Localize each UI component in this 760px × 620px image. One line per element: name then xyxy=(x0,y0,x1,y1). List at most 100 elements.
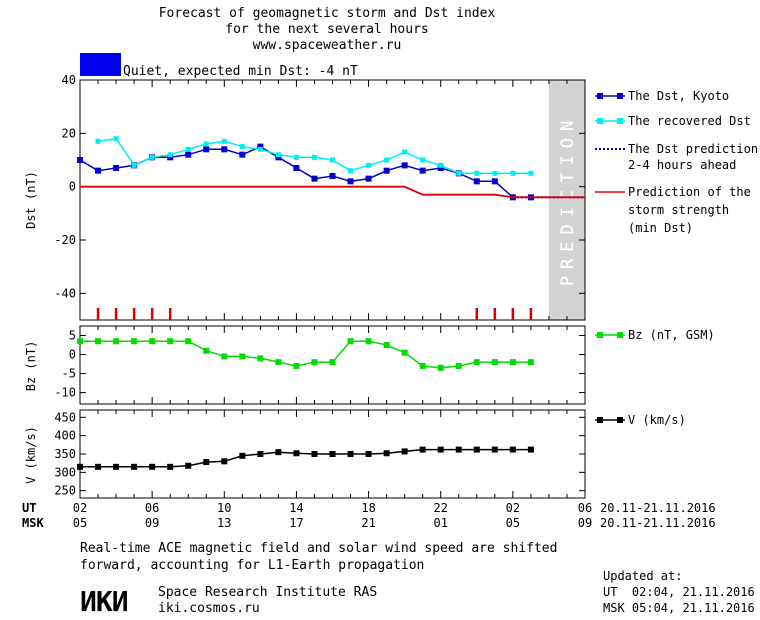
msk-tick-label: 21 xyxy=(361,516,375,530)
legend-dst-recovered-marker xyxy=(617,118,623,124)
ut-tick-label: 22 xyxy=(433,501,447,515)
ut-row-label: UT xyxy=(22,501,36,515)
y-tick-label: -40 xyxy=(54,286,76,300)
prediction-band xyxy=(548,80,585,320)
legend-label: V (km/s) xyxy=(628,413,686,427)
data-point xyxy=(293,450,300,457)
data-point xyxy=(221,458,228,465)
v-panel: V (km/s) 450 400 350 300 250 xyxy=(24,409,586,499)
legend-label: 2-4 hours ahead xyxy=(628,158,736,172)
data-point xyxy=(167,338,174,345)
data-point xyxy=(419,446,426,453)
data-point xyxy=(239,452,246,459)
data-point xyxy=(149,154,155,160)
title-line-2: for the next several hours xyxy=(225,22,429,37)
data-point xyxy=(185,462,192,469)
title-line-3: www.spaceweather.ru xyxy=(253,38,402,53)
data-point xyxy=(437,165,444,171)
legend-v-marker xyxy=(597,417,603,423)
data-point xyxy=(383,342,390,349)
data-point xyxy=(131,463,138,470)
y-tick-label: 400 xyxy=(54,429,76,443)
ut-tick-label: 10 xyxy=(217,501,231,515)
msk-date-range: 20.11-21.11.2016 xyxy=(600,516,716,530)
data-point xyxy=(491,178,498,185)
data-point xyxy=(203,141,209,147)
data-point xyxy=(185,338,192,345)
data-point xyxy=(257,451,264,457)
series-line xyxy=(80,340,531,369)
footer-note-line-1: Real-time ACE magnetic field and solar w… xyxy=(80,541,557,556)
msk-tick-label: 05 xyxy=(506,516,520,530)
y-tick-label: 300 xyxy=(54,465,76,479)
data-point xyxy=(203,459,210,466)
data-point xyxy=(347,338,354,345)
data-point xyxy=(221,353,228,360)
data-point xyxy=(149,463,156,470)
status-color-swatch xyxy=(80,53,121,76)
data-point xyxy=(257,146,263,152)
series-line xyxy=(80,185,585,199)
data-point xyxy=(474,170,480,176)
y-tick-label: 250 xyxy=(54,484,76,498)
data-point xyxy=(419,167,426,174)
data-point xyxy=(203,146,210,153)
institute-url[interactable]: iki.cosmos.ru xyxy=(158,601,260,616)
data-point xyxy=(383,450,390,457)
data-point xyxy=(330,157,335,163)
data-point xyxy=(437,446,444,453)
y-tick-label: 0 xyxy=(69,348,76,362)
data-point xyxy=(113,136,119,142)
data-point xyxy=(275,152,281,158)
legend-label: storm strength xyxy=(628,203,729,217)
data-point xyxy=(348,168,354,174)
data-point xyxy=(149,338,156,345)
legend-label: The recovered Dst xyxy=(628,114,751,128)
data-point xyxy=(239,353,246,360)
data-point xyxy=(510,170,516,176)
msk-tick-label: 01 xyxy=(433,516,447,530)
data-point xyxy=(95,138,101,144)
data-point xyxy=(131,338,138,345)
legend-label: Prediction of the xyxy=(628,185,751,199)
data-point xyxy=(311,154,317,160)
data-point xyxy=(329,359,336,366)
institute-name[interactable]: Space Research Institute RAS xyxy=(158,585,377,600)
time-axis: UT MSK 20.11-21.11.2016 20.11-21.11.2016… xyxy=(22,501,716,530)
data-point xyxy=(311,451,318,457)
data-point xyxy=(491,359,498,366)
data-point xyxy=(456,170,462,176)
data-point xyxy=(438,162,444,168)
data-point xyxy=(275,154,282,161)
data-point xyxy=(95,167,102,174)
data-point xyxy=(383,167,390,174)
data-point xyxy=(420,157,426,163)
legend-label: The Dst, Kyoto xyxy=(628,89,729,103)
msk-row-label: MSK xyxy=(22,516,44,530)
data-point xyxy=(257,143,264,150)
legend-dst-kyoto-marker xyxy=(617,93,623,99)
prediction-band-label: PREDICTION xyxy=(558,114,578,286)
data-point xyxy=(455,362,462,369)
data-point xyxy=(402,149,408,155)
dst-plot-frame xyxy=(79,79,586,321)
legend-label: Bz (nT, GSM) xyxy=(628,328,715,342)
data-point xyxy=(131,162,137,168)
data-point xyxy=(113,463,120,470)
y-tick-label: 20 xyxy=(62,126,76,140)
dst-axis-label: Dst (nT) xyxy=(24,171,38,229)
y-tick-label: 5 xyxy=(69,329,76,343)
data-point xyxy=(365,451,372,457)
data-point xyxy=(473,359,480,366)
updated-label: Updated at: xyxy=(603,569,682,583)
ut-tick-label: 02 xyxy=(73,501,87,515)
ut-tick-label: 18 xyxy=(361,501,375,515)
data-point xyxy=(491,446,498,453)
ut-date-range: 20.11-21.11.2016 xyxy=(600,501,716,515)
data-point xyxy=(329,451,336,457)
data-point xyxy=(293,154,299,160)
msk-tick-label: 05 xyxy=(73,516,87,530)
footer-note-line-2: forward, accounting for L1-Earth propaga… xyxy=(80,558,424,573)
updated-ut: UT 02:04, 21.11.2016 xyxy=(603,585,755,599)
